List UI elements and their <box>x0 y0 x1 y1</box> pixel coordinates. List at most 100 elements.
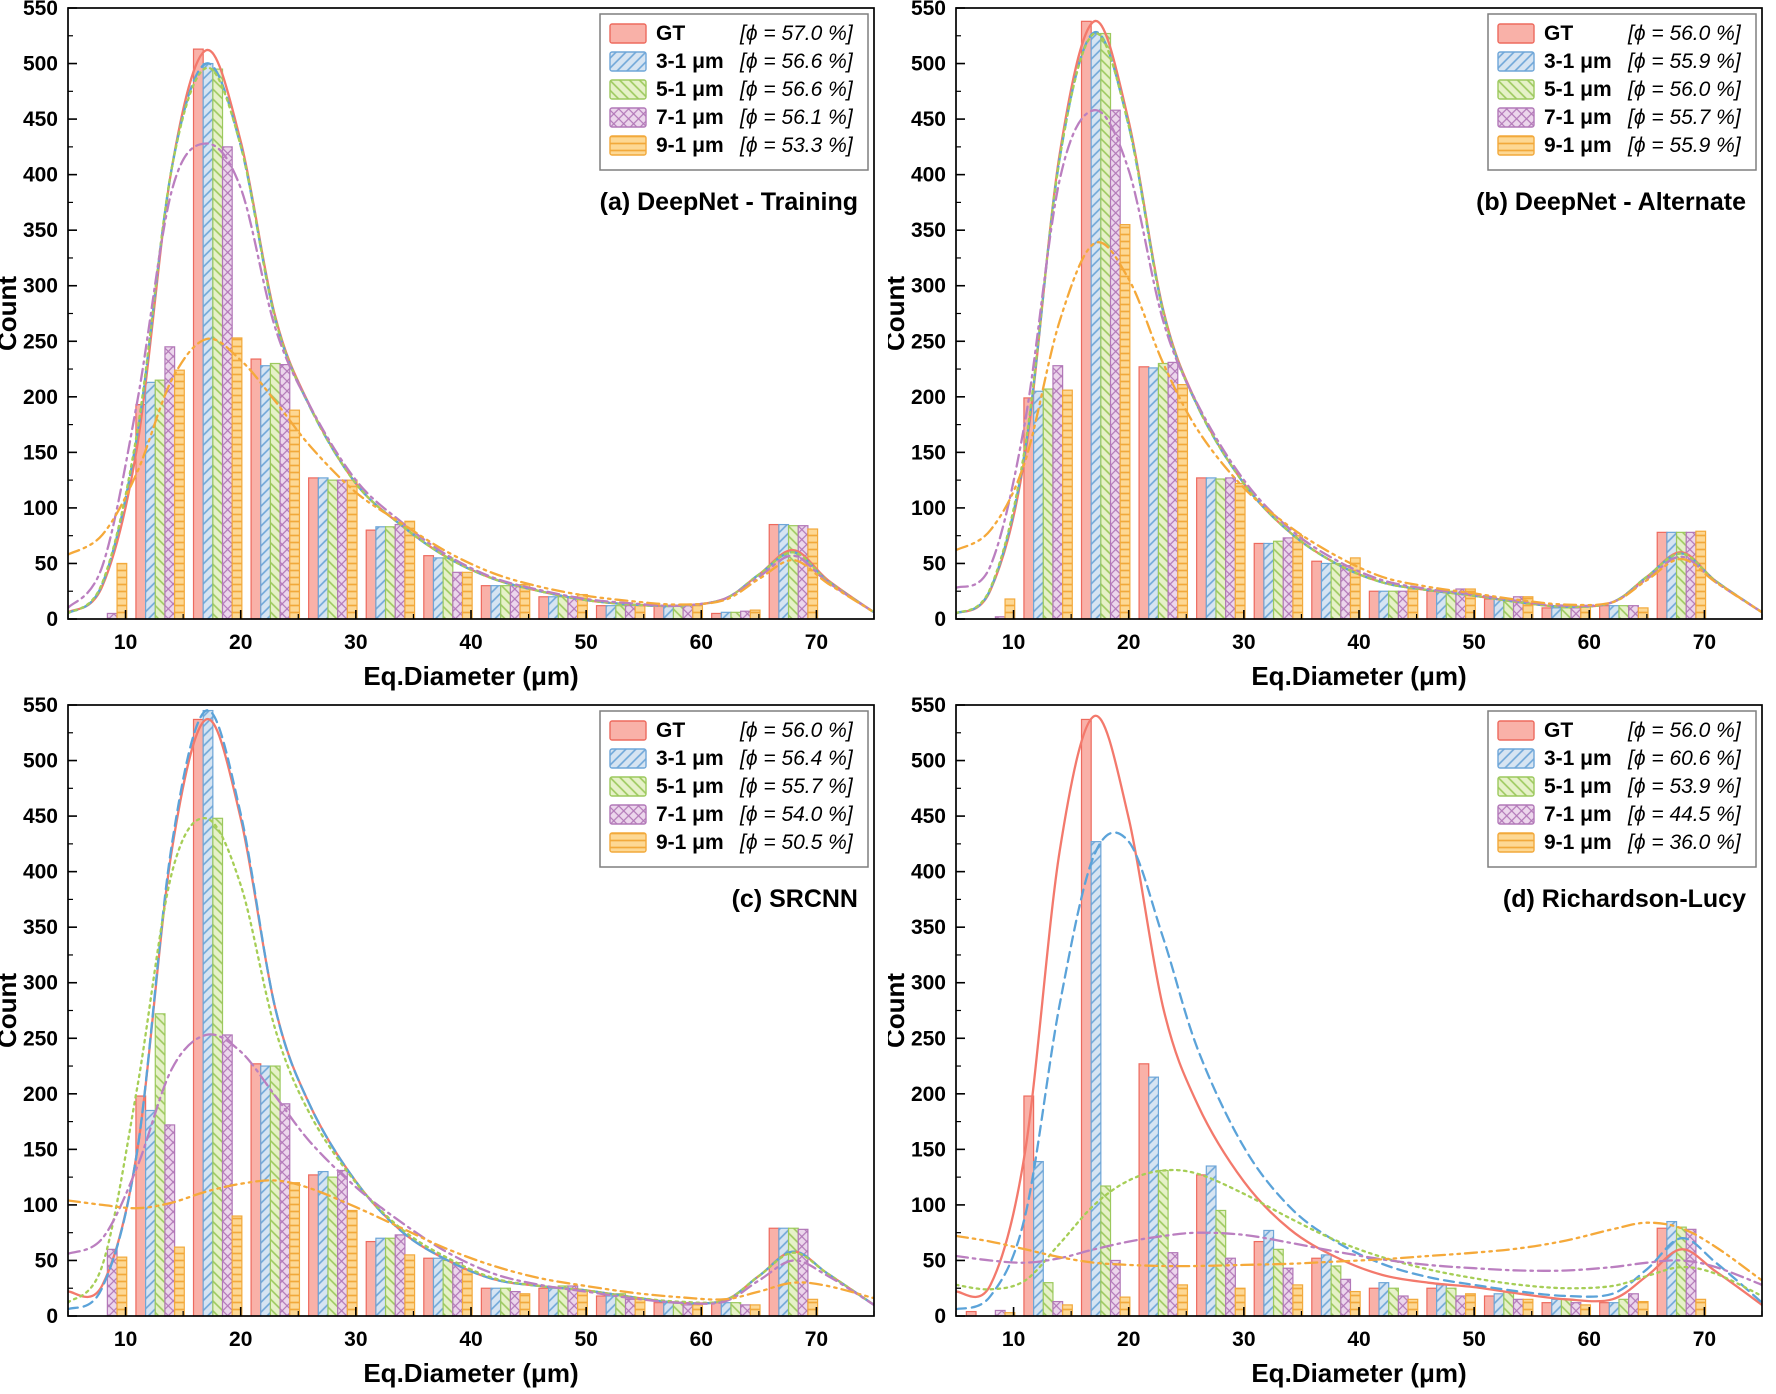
bar-3-1um-bin9 <box>1493 598 1505 620</box>
legend-label-9-1um: 9-1 μm [ϕ = 36.0 %] <box>1544 831 1742 854</box>
bar-5-1um-bin11 <box>730 1302 742 1317</box>
bar-gt-bin5 <box>365 529 377 620</box>
legend-swatch-7-1um <box>609 804 647 825</box>
legend-swatch-3-1um <box>609 51 647 72</box>
x-tick-label: 70 <box>805 631 828 654</box>
x-tick-label: 50 <box>1462 1328 1485 1351</box>
bar-3-1um-bin5 <box>1263 1229 1275 1317</box>
bar-gt-bin5 <box>1253 542 1265 620</box>
bar-gt-bin4 <box>1196 1174 1207 1317</box>
bar-gt-bin11 <box>1599 1302 1610 1317</box>
x-tick-label: 50 <box>1462 631 1485 654</box>
y-axis-label: Count <box>0 973 22 1048</box>
y-tick-label: 550 <box>911 697 946 717</box>
bar-5-1um-bin12 <box>1675 1226 1687 1317</box>
x-tick-label: 50 <box>574 631 597 654</box>
bar-5-1um-bin9 <box>615 605 627 620</box>
curve-9-1um <box>956 1221 1762 1282</box>
chart-panel-b: 0 50 100 150 200 250 300 350 400 450 500 550 10 20 30 4… <box>888 0 1763 691</box>
x-tick-label: 10 <box>1002 1328 1025 1351</box>
curve-9-1um <box>68 337 874 614</box>
legend-label-gt: GT [ϕ = 57.0 %] <box>656 22 854 45</box>
x-tick-label: 10 <box>1002 631 1025 654</box>
bar-3-1um-bin10 <box>1551 1298 1563 1317</box>
bar-3-1um-bin4 <box>1205 1165 1217 1317</box>
bar-7-1um-bin6 <box>452 1262 464 1317</box>
bar-7-1um-bin9 <box>1512 1298 1524 1317</box>
bar-5-1um-bin3 <box>1157 362 1169 620</box>
bar-gt-bin4 <box>1196 477 1207 620</box>
legend-label-3-1um: 3-1 μm [ϕ = 60.6 %] <box>1544 747 1742 770</box>
bar-9-1um-bin1 <box>174 369 185 620</box>
bar-3-1um-bin11 <box>1608 1302 1620 1317</box>
bar-7-1um-bin8 <box>1455 1295 1467 1317</box>
bar-9-1um-bin2 <box>1119 224 1131 620</box>
x-tick-label: 10 <box>114 1328 137 1351</box>
legend-label-5-1um: 5-1 μm [ϕ = 56.6 %] <box>656 78 854 101</box>
bar-3-1um-bin9 <box>1493 1293 1505 1317</box>
y-tick-label: 300 <box>911 972 946 995</box>
legend-swatch-gt <box>1497 23 1535 44</box>
y-tick-label: 450 <box>23 108 58 131</box>
y-tick-label: 50 <box>923 552 946 575</box>
y-tick-label: 350 <box>911 219 946 242</box>
bar-7-1um-bin3 <box>279 1103 291 1317</box>
y-tick-label: 250 <box>911 330 946 353</box>
y-tick-label: 350 <box>23 916 58 939</box>
y-tick-label: 0 <box>46 1305 58 1328</box>
bar-gt-bin8 <box>538 596 550 620</box>
y-tick-label: 50 <box>35 552 58 575</box>
bar-7-1um-bin5 <box>1282 1267 1294 1317</box>
legend-label-9-1um: 9-1 μm [ϕ = 55.9 %] <box>1544 134 1742 157</box>
bar-3-1um-bin7 <box>1378 590 1390 620</box>
bar-7-1um-bin2 <box>1109 109 1121 620</box>
curve-3-1um <box>956 831 1762 1311</box>
bar-7-1um-bin1 <box>164 346 176 620</box>
x-tick-label: 20 <box>1117 631 1140 654</box>
bar-3-1um-bin8 <box>548 1287 559 1317</box>
y-tick-label: 0 <box>934 1305 946 1328</box>
bar-3-1um-bin6 <box>432 557 444 620</box>
legend-swatch-9-1um <box>609 135 647 156</box>
bar-5-1um-bin9 <box>1503 1290 1515 1317</box>
y-tick-label: 400 <box>23 861 58 884</box>
bar-gt-bin2 <box>192 718 204 1317</box>
bar-7-1um-bin5 <box>394 523 406 620</box>
y-tick-label: 500 <box>911 53 946 76</box>
bar-7-1um-bin4 <box>1225 1257 1236 1317</box>
y-axis-label: Count <box>888 276 910 351</box>
bar-gt-bin10 <box>1541 1302 1553 1317</box>
bar-3-1um-bin6 <box>1320 562 1332 620</box>
y-tick-label: 200 <box>911 386 946 409</box>
bar-3-1um-bin2 <box>202 62 214 620</box>
legend-swatch-7-1um <box>609 107 647 128</box>
y-tick-label: 500 <box>911 750 946 773</box>
curve-7-1um <box>956 1231 1762 1287</box>
bar-3-1um-bin12 <box>1666 531 1678 620</box>
bar-gt-bin8 <box>1426 590 1438 620</box>
bar-5-1um-bin8 <box>1445 590 1457 620</box>
bar-7-1um-bin7 <box>509 585 521 620</box>
bar-gt-bin4 <box>308 1174 319 1317</box>
bar-5-1um-bin12 <box>787 1227 799 1317</box>
bar-5-1um-bin5 <box>384 526 396 620</box>
legend-label-7-1um: 7-1 μm [ϕ = 56.1 %] <box>656 106 854 129</box>
y-tick-label: 100 <box>911 497 946 520</box>
bar-3-1um-bin2 <box>1090 841 1102 1317</box>
x-axis-label: Eq.Diameter (μm) <box>363 1358 578 1388</box>
bar-3-1um-bin4 <box>1205 477 1217 620</box>
bar-7-1um-bin9 <box>624 1298 636 1317</box>
legend-swatch-3-1um <box>1497 748 1535 769</box>
bar-5-1um-bin2 <box>1100 32 1112 620</box>
legend-label-5-1um: 5-1 μm [ϕ = 56.0 %] <box>1544 78 1742 101</box>
legend-swatch-7-1um <box>1497 107 1535 128</box>
y-tick-label: 150 <box>911 441 946 464</box>
bar-3-1um-bin11 <box>720 611 732 620</box>
bar-5-1um-bin6 <box>1330 1265 1342 1317</box>
curve-9-1um <box>956 241 1762 614</box>
y-tick-label: 100 <box>911 1194 946 1217</box>
x-tick-label: 30 <box>344 631 367 654</box>
curve-7-1um <box>68 1033 874 1307</box>
curve-5-1um <box>956 1168 1762 1298</box>
bar-7-1um-bin11 <box>1628 605 1639 620</box>
